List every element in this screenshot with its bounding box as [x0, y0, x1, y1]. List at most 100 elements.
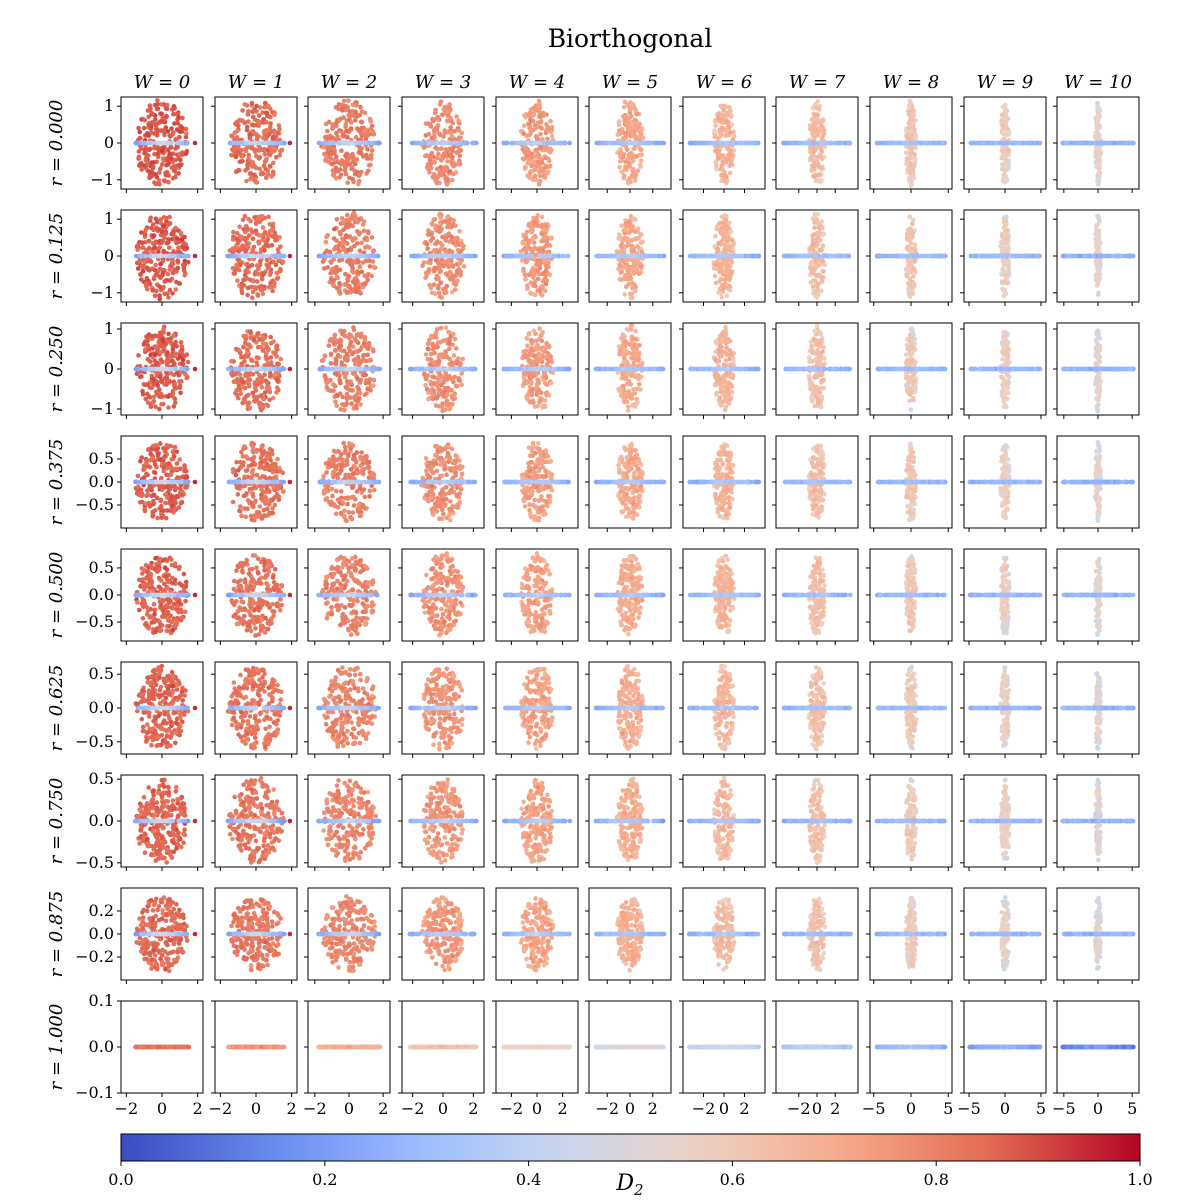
scatter-point — [436, 147, 441, 152]
column-label-w6: W = 6 — [696, 72, 752, 93]
scatter-point — [731, 254, 736, 259]
scatter-point — [889, 141, 894, 146]
scatter-point — [521, 267, 526, 272]
scatter-point — [147, 141, 152, 146]
scatter-point — [640, 152, 645, 157]
scatter-point — [137, 155, 142, 160]
scatter-point — [548, 164, 553, 169]
scatter-point — [172, 121, 177, 126]
scatter-point — [722, 285, 727, 290]
scatter-point — [714, 163, 719, 168]
scatter-point — [810, 164, 815, 169]
scatter-point — [450, 163, 455, 168]
scatter-point — [344, 134, 349, 139]
panel-points — [781, 99, 852, 184]
scatter-point — [232, 141, 237, 146]
scatter-point — [363, 127, 368, 132]
scatter-point — [257, 120, 262, 125]
scatter-point — [713, 123, 718, 128]
scatter-point — [623, 164, 628, 169]
scatter-point — [345, 241, 350, 246]
scatter-point — [185, 254, 190, 259]
scatter-point — [325, 129, 330, 134]
scatter-point — [332, 236, 337, 241]
row-label-r2: r = 0.250 — [46, 326, 67, 413]
y-tick-label: −1 — [90, 283, 114, 302]
scatter-point — [354, 103, 359, 108]
scatter-point — [616, 132, 621, 137]
scatter-point — [438, 241, 443, 246]
scatter-point — [178, 129, 183, 134]
scatter-point — [364, 274, 369, 279]
scatter-point — [172, 267, 177, 272]
scatter-point — [250, 295, 255, 300]
scatter-point — [264, 240, 269, 245]
scatter-point — [137, 130, 142, 135]
panel-points — [225, 214, 292, 300]
scatter-point — [438, 211, 443, 216]
scatter-point — [544, 122, 549, 127]
scatter-point — [451, 264, 456, 269]
scatter-point — [158, 166, 163, 171]
scatter-point — [523, 273, 528, 278]
row-label-r3: r = 0.375 — [46, 439, 67, 526]
scatter-point — [533, 167, 538, 172]
scatter-point — [369, 274, 374, 279]
scatter-point — [631, 167, 636, 172]
scatter-point — [347, 176, 352, 181]
scatter-point — [624, 265, 629, 270]
scatter-point — [262, 248, 267, 253]
scatter-point — [273, 238, 278, 243]
scatter-point — [352, 210, 357, 215]
scatter-point — [622, 105, 627, 110]
scatter-point — [443, 147, 448, 152]
scatter-point — [240, 282, 245, 287]
scatter-point — [165, 170, 170, 175]
scatter-point — [625, 148, 630, 153]
scatter-point — [154, 182, 159, 187]
scatter-point — [246, 141, 251, 146]
scatter-point — [263, 160, 268, 165]
scatter-point — [547, 158, 552, 163]
scatter-point — [276, 247, 281, 252]
scatter-point — [255, 180, 260, 185]
scatter-point — [632, 216, 637, 221]
scatter-point — [424, 133, 429, 138]
scatter-point — [256, 134, 261, 139]
scatter-point — [1095, 132, 1100, 137]
scatter-point — [149, 226, 154, 231]
scatter-point — [534, 126, 539, 131]
scatter-point — [439, 173, 444, 178]
scatter-point — [175, 145, 180, 150]
scatter-point — [627, 131, 632, 136]
scatter-point — [719, 240, 724, 245]
scatter-point — [626, 122, 631, 127]
scatter-point — [1003, 175, 1008, 180]
scatter-point — [162, 224, 167, 229]
column-label-w8: W = 8 — [883, 72, 939, 93]
scatter-point — [360, 109, 365, 114]
scatter-point — [355, 114, 360, 119]
scatter-point — [426, 167, 431, 172]
scatter-point — [178, 124, 183, 129]
scatter-point — [164, 106, 169, 111]
scatter-point — [332, 227, 337, 232]
scatter-point — [433, 226, 438, 231]
scatter-point — [719, 231, 724, 236]
scatter-point — [541, 279, 546, 284]
scatter-point — [344, 160, 349, 165]
scatter-point — [726, 254, 731, 259]
scatter-point — [808, 150, 813, 155]
scatter-point — [627, 163, 632, 168]
scatter-point — [288, 141, 293, 146]
scatter-point — [448, 277, 453, 282]
scatter-point — [531, 270, 536, 275]
scatter-point — [262, 147, 267, 152]
scatter-point — [628, 107, 633, 112]
scatter-point — [235, 231, 240, 236]
scatter-point — [725, 246, 730, 251]
scatter-point — [337, 289, 342, 294]
scatter-point — [156, 152, 161, 157]
scatter-point — [158, 297, 163, 302]
scatter-point — [732, 134, 737, 139]
